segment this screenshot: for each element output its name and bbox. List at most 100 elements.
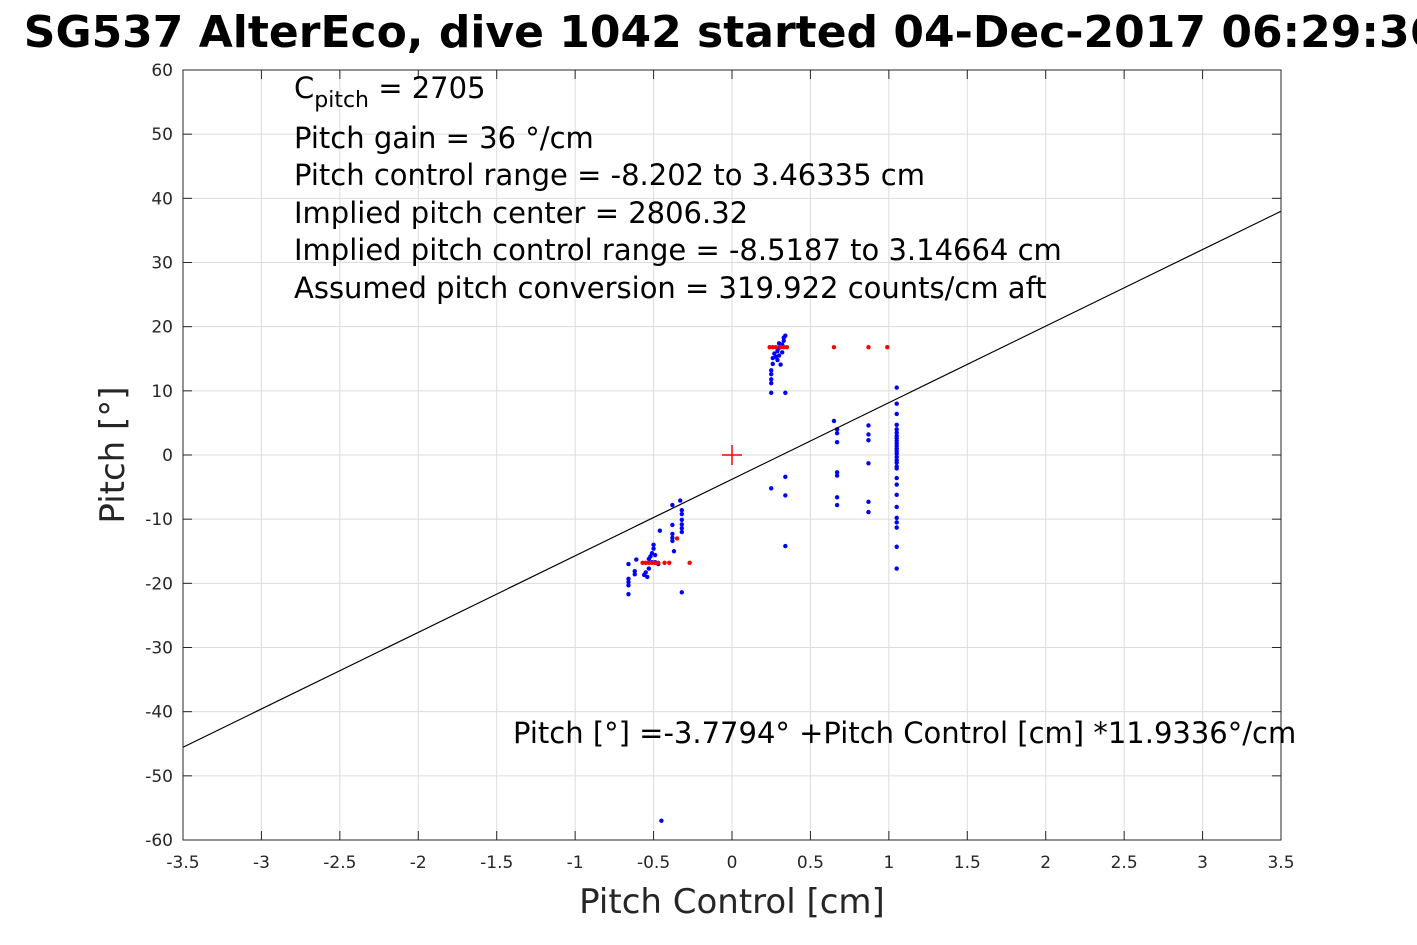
y-tick-label: -10 [145,510,173,530]
plot-frame [182,69,1282,841]
center-marker-group [722,445,742,465]
data-point-blue [651,546,656,551]
data-point-blue [894,525,899,530]
data-point-blue [670,522,675,528]
data-point-blue [783,390,788,395]
data-point-blue [894,566,899,571]
x-tick-label: -3.5 [166,853,199,873]
data-point-blue [679,590,685,595]
data-point-blue [678,498,683,503]
data-point-blue [670,502,675,508]
data-point-red [781,345,786,350]
data-point-blue [894,544,899,549]
data-point-blue [783,333,788,338]
data-point-red [773,345,779,350]
data-point-blue [670,531,675,537]
data-point-red [649,560,655,565]
data-point-blue [646,566,652,571]
data-point-blue [626,583,631,588]
data-point-blue [779,350,785,355]
data-point-blue [783,543,788,549]
data-point-blue [783,474,788,480]
data-point-red [866,345,871,350]
data-point-blue [894,475,899,481]
data-point-red [831,345,837,350]
data-point-blue [776,353,782,358]
cpitch-prefix: C [294,71,314,105]
data-point-red [662,560,667,565]
data-point-red [767,345,772,350]
data-point-blue [894,430,899,435]
y-tick-label: -60 [145,831,173,851]
data-point-blue [831,418,837,424]
x-tick-label: -1.5 [480,853,513,873]
y-tick-label: -30 [145,639,173,659]
data-point-red [643,560,648,565]
data-point-blue [626,576,631,582]
data-point-blue [781,338,786,343]
data-point-blue [894,460,899,465]
data-point-blue [769,371,774,377]
y-tick-label: 10 [151,382,173,402]
data-point-blue [783,493,788,498]
data-point-blue [679,511,685,517]
annotation-block: Cpitch = 2705 Pitch gain = 36 °/cm Pitch… [294,71,1296,750]
x-tick-label: 2 [1040,853,1051,873]
y-tick-label: 0 [162,446,173,466]
x-tick-label: 2.5 [1111,853,1138,873]
data-point-blue [651,542,656,548]
y-tick-label: 50 [151,125,173,145]
y-tick-label: -50 [145,767,173,787]
data-point-red [652,560,658,565]
data-point-red [687,560,692,565]
data-point-blue [894,451,899,456]
data-point-blue [670,538,675,544]
data-point-blue [670,535,675,540]
x-tick-label: 3 [1197,853,1208,873]
x-tick-label: -2 [410,853,427,873]
data-point-blue [894,504,899,510]
data-point-blue [894,492,899,497]
implied-pitch-center-annotation: Implied pitch center = 2806.32 [294,196,748,230]
data-point-red [656,560,661,565]
x-tick-label: -3 [253,853,270,873]
data-point-blue [778,362,783,367]
data-point-blue [834,430,840,436]
data-point-blue [626,561,631,567]
data-point-blue [659,818,664,823]
data-point-red [885,345,890,350]
y-axis-label: Pitch [°] [93,386,133,523]
data-point-blue [632,572,637,577]
data-point-blue [894,411,899,417]
x-tick-label: 0.5 [797,853,824,873]
data-point-blue [657,528,663,533]
data-point-blue [769,390,774,395]
data-point-blue [866,461,871,466]
data-point-blue [679,507,685,513]
x-tick-label: -2.5 [323,853,356,873]
data-point-blue [834,439,840,445]
pitch-gain-annotation: Pitch gain = 36 °/cm [294,121,594,155]
data-point-blue [671,549,677,554]
data-point-blue [769,486,774,491]
y-tick-label: 20 [151,318,173,338]
data-point-blue [894,454,899,460]
chart-title: SG537 AlterEco, dive 1042 started 04-Dec… [24,7,1417,58]
data-point-blue [866,438,871,443]
data-point-blue [894,520,899,525]
data-point-blue [626,592,631,597]
data-point-blue [645,574,650,580]
data-point-blue [894,385,899,390]
cpitch-subscript: pitch [314,88,369,113]
x-tick-label: -1 [567,853,584,873]
fit-line [182,210,1282,748]
cpitch-annotation: Cpitch = 2705 [294,71,486,113]
y-tick-label: 30 [151,254,173,274]
data-points [626,333,899,823]
data-point-blue [866,423,871,428]
data-point-blue [894,482,899,487]
data-point-blue [652,552,658,558]
data-point-red [770,345,775,350]
axis-ticks: -3.5 -3 -2.5 -2 -1.5 -1 -0.5 0 0.5 1 1.5 2 2.5 3 3.5 -6… [145,61,1294,873]
data-point-red [674,536,680,541]
